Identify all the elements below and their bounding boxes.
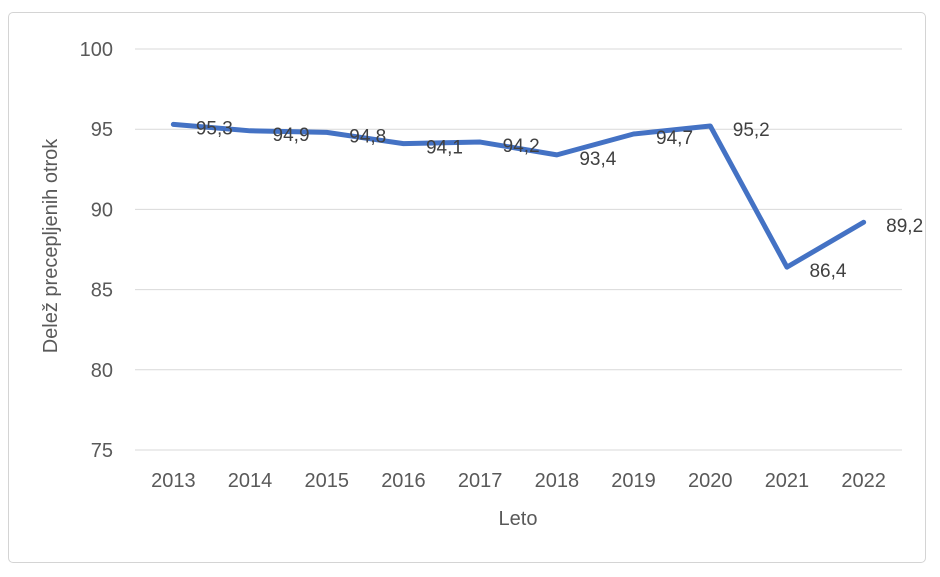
y-axis-tick-labels: 100 95 90 85 80 75 [80, 39, 113, 462]
x-axis-tick-label: 2021 [765, 470, 810, 492]
x-axis-tick-label: 2013 [151, 470, 196, 492]
data-label: 95,3 [196, 118, 233, 139]
data-label: 89,2 [886, 216, 923, 237]
data-label: 95,2 [733, 120, 770, 141]
y-axis-tick-label: 75 [91, 440, 113, 462]
y-axis-tick-label: 95 [91, 119, 113, 141]
x-axis-tick-label: 2015 [305, 470, 350, 492]
data-label: 86,4 [809, 261, 846, 282]
data-label: 94,7 [656, 128, 693, 149]
series-line [170, 121, 867, 270]
gridlines-group [135, 48, 902, 451]
x-axis-title: Leto [499, 508, 538, 530]
data-label: 94,9 [273, 125, 310, 146]
x-axis-tick-label: 2020 [688, 470, 733, 492]
data-label: 94,1 [426, 138, 463, 159]
data-labels-group: 95,3 94,9 94,8 94,1 94,2 93,4 94,7 95,2 86,4 89,2 [196, 118, 923, 282]
data-label: 94,2 [503, 136, 540, 157]
y-axis-title: Delež precepljenih otrok [40, 138, 62, 354]
x-axis-tick-labels: 2013 2014 2015 2016 2017 2018 2019 2020 2021 2022 [151, 470, 886, 492]
x-axis-tick-label: 2018 [535, 470, 580, 492]
x-axis-tick-label: 2022 [841, 470, 886, 492]
x-axis-tick-label: 2016 [381, 470, 426, 492]
x-axis-tick-label: 2014 [228, 470, 273, 492]
data-label: 93,4 [579, 149, 616, 170]
y-axis-tick-label: 80 [91, 360, 113, 382]
x-axis-tick-label: 2017 [458, 470, 503, 492]
y-axis-tick-label: 100 [80, 39, 113, 61]
data-label: 94,8 [349, 126, 386, 147]
x-axis-tick-label: 2019 [611, 470, 656, 492]
y-axis-tick-label: 85 [91, 280, 113, 302]
chart-area [8, 12, 926, 563]
y-axis-tick-label: 90 [91, 199, 113, 221]
